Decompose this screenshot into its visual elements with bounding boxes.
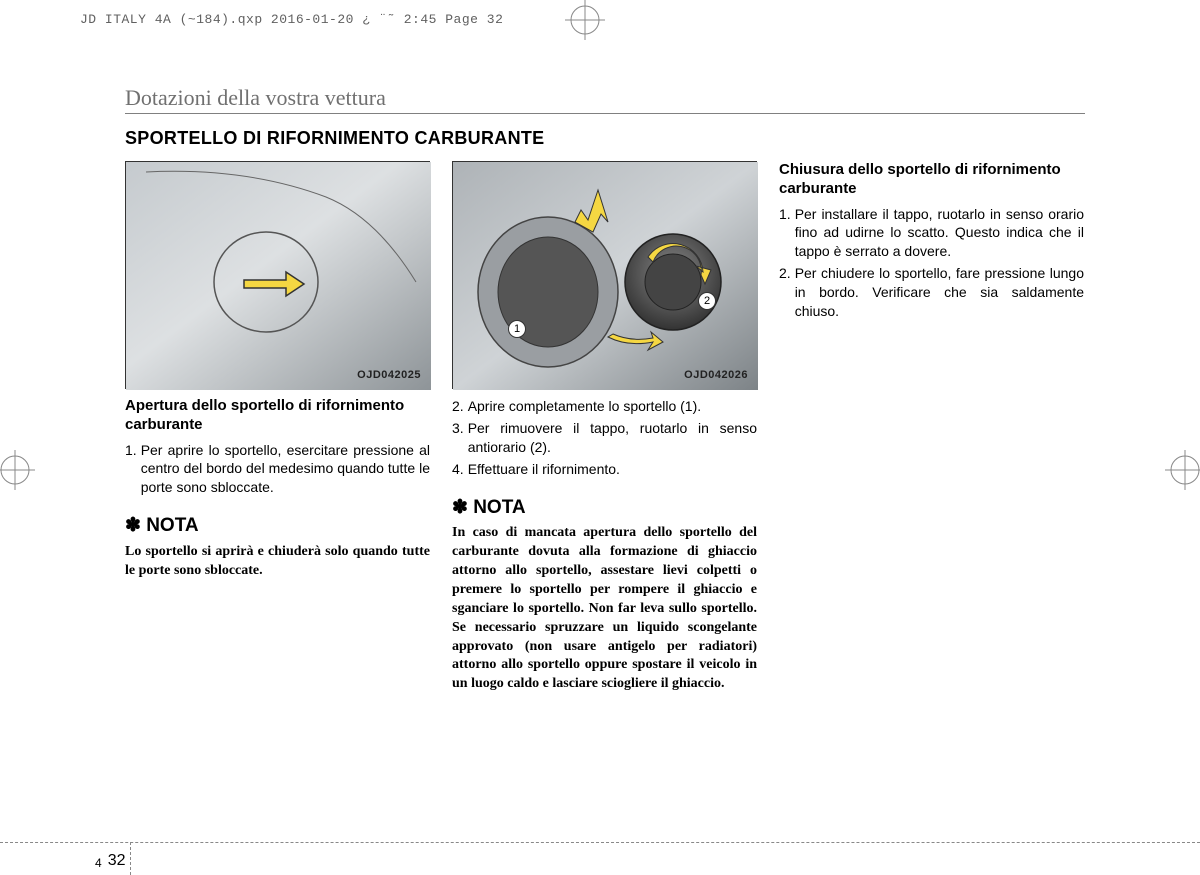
section-title: SPORTELLO DI RIFORNIMENTO CARBURANTE (125, 128, 1085, 149)
fuel-door-illustration-icon (126, 162, 431, 390)
crop-info-header: JD ITALY 4A (~184).qxp 2016-01-20 ¿ ¨˜ 2… (80, 12, 503, 27)
crop-dashed-horizontal (0, 842, 1200, 843)
crop-mark-right-icon (1165, 450, 1200, 490)
list-text: Per aprire lo sportello, esercitare pres… (141, 441, 430, 498)
list-item: 3. Per rimuovere il tappo, ruotarlo in s… (452, 419, 757, 457)
list-item: 4. Effettuare il rifornimento. (452, 460, 757, 479)
crop-mark-left-icon (0, 450, 35, 490)
list-text: Aprire completamente lo sportello (1). (468, 397, 757, 416)
list-text: Per chiudere lo sportello, fare pression… (795, 264, 1084, 321)
callout-1: 1 (508, 320, 526, 338)
photo-fuel-door-open: 1 2 OJD042026 (452, 161, 757, 389)
page-number-container: 4 32 (95, 852, 125, 870)
column-1: OJD042025 Apertura dello sportello di ri… (125, 161, 430, 694)
list-number: 1. (779, 205, 791, 262)
list-number: 1. (125, 441, 137, 498)
list-item: 2. Per chiudere lo sportello, fare press… (779, 264, 1084, 321)
list-number: 2. (452, 397, 464, 416)
sub-heading-opening: Apertura dello sportello di rifornimento… (125, 397, 430, 435)
nota-heading-2: ✽ NOTA (452, 495, 757, 521)
page-chapter-number: 4 (95, 856, 102, 870)
list-text: Effettuare il rifornimento. (468, 460, 757, 479)
nota-heading-1: ✽ NOTA (125, 513, 430, 539)
fuel-cap-illustration-icon (453, 162, 758, 390)
nota-body-2: In caso di mancata apertura dello sporte… (452, 524, 757, 694)
list-item: 1. Per installare il tappo, ruotarlo in … (779, 205, 1084, 262)
photo-label-2: OJD042026 (684, 368, 748, 383)
list-number: 3. (452, 419, 464, 457)
crop-dashed-vertical (130, 842, 131, 875)
list-item: 1. Per aprire lo sportello, esercitare p… (125, 441, 430, 498)
list-item: 2. Aprire completamente lo sportello (1)… (452, 397, 757, 416)
nota-body-1: Lo sportello si aprirà e chiuderà solo q… (125, 543, 430, 581)
sub-heading-closing: Chiusura dello sportello di rifornimento… (779, 161, 1084, 199)
photo-fuel-door-closed: OJD042025 (125, 161, 430, 389)
list-text: Per rimuovere il tappo, ruotarlo in sens… (468, 419, 757, 457)
callout-2: 2 (698, 292, 716, 310)
columns-container: OJD042025 Apertura dello sportello di ri… (125, 161, 1085, 694)
column-2: 1 2 OJD042026 2. Aprire completamente lo… (452, 161, 757, 694)
page-content: Dotazioni della vostra vettura SPORTELLO… (125, 85, 1085, 694)
chapter-title: Dotazioni della vostra vettura (125, 85, 1085, 114)
list-number: 2. (779, 264, 791, 321)
list-number: 4. (452, 460, 464, 479)
list-text: Per installare il tappo, ruotarlo in sen… (795, 205, 1084, 262)
crop-mark-top-icon (565, 0, 605, 40)
photo-label-1: OJD042025 (357, 368, 421, 383)
column-3: Chiusura dello sportello di rifornimento… (779, 161, 1084, 694)
page-number: 32 (108, 852, 126, 870)
